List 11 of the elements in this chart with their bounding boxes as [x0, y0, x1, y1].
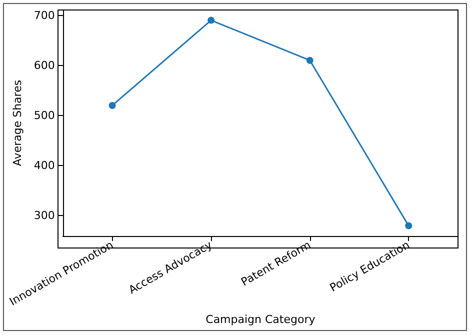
y-axis-title: Average Shares — [11, 80, 24, 166]
y-tick-label: 600 — [34, 58, 55, 72]
y-tick-label: 500 — [34, 108, 55, 122]
y-tick-label: 700 — [34, 8, 55, 22]
point — [405, 222, 412, 230]
point — [306, 56, 314, 64]
point — [108, 102, 116, 109]
x-axis-title: Campaign Category — [206, 313, 316, 326]
point — [208, 16, 215, 24]
y-tick-label: 300 — [34, 209, 55, 222]
y-tick-label: 400 — [34, 159, 55, 172]
